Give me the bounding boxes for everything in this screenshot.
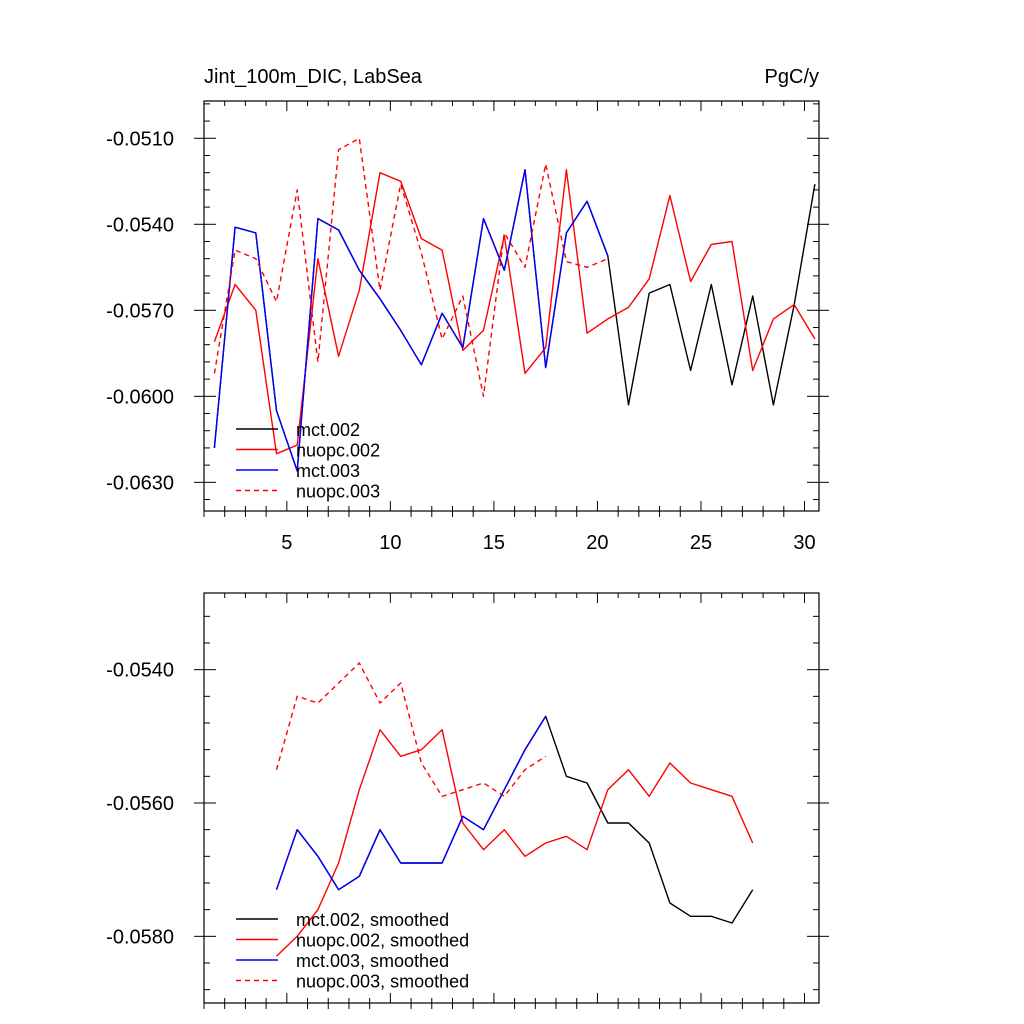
- panel-bottom: -0.0540-0.0560-0.0580 mct.002, smoothedn…: [106, 592, 829, 1009]
- chart-title: Jint_100m_DIC, LabSea: [204, 66, 423, 88]
- series-line-nuopc-002: [213, 169, 816, 455]
- legend-label: mct.003, smoothed: [296, 951, 449, 971]
- x-tick-label: 30: [793, 532, 815, 554]
- y-tick-label: -0.0570: [106, 300, 174, 322]
- tick-labels: 5 10 15 20 25 30 -0.0510 -0.0540 -0.0570 -0.0600 -…: [106, 128, 815, 554]
- tick-marks: [194, 101, 829, 517]
- y-tick-label: -0.0540: [106, 214, 174, 236]
- x-tick-label: 20: [586, 532, 608, 554]
- legend-label: mct.002: [296, 420, 360, 440]
- chart-units: PgC/y: [765, 66, 819, 88]
- legend-label: mct.002, smoothed: [296, 910, 449, 930]
- x-tick-label: 15: [483, 532, 505, 554]
- y-tick-label: -0.0540: [106, 660, 174, 682]
- tick-marks: [194, 593, 829, 1009]
- x-tick-label: 10: [379, 532, 401, 554]
- y-tick-label: -0.0580: [106, 926, 174, 948]
- legend-label: mct.003: [296, 461, 360, 481]
- plot-frame: [203, 100, 820, 512]
- x-tick-label: 25: [690, 532, 712, 554]
- y-tick-label: -0.0630: [106, 472, 174, 494]
- series-line-mct-003-smoothed: [275, 715, 547, 891]
- y-tick-label: -0.0510: [106, 128, 174, 150]
- legend-label: nuopc.003: [296, 482, 380, 502]
- panel-top: Jint_100m_DIC, LabSea PgC/y 5 10 15 20 25 30 -…: [106, 66, 829, 554]
- tick-labels: -0.0540 -0.0560 -0.0580: [106, 660, 174, 949]
- legend-label: nuopc.003, smoothed: [296, 972, 469, 992]
- legend-label: nuopc.002: [296, 441, 380, 461]
- legend-label: nuopc.002, smoothed: [296, 931, 469, 951]
- series-lines: [213, 137, 816, 472]
- series-line-mct-003: [213, 169, 609, 472]
- y-tick-label: -0.0600: [106, 386, 174, 408]
- plot-frame: [203, 592, 820, 1004]
- series-line-nuopc-002-smoothed: [276, 729, 754, 957]
- y-tick-label: -0.0560: [106, 793, 174, 815]
- series-line-mct-002-smoothed: [275, 715, 754, 924]
- x-tick-label: 5: [281, 532, 292, 554]
- series-line-nuopc-003-smoothed: [275, 662, 547, 797]
- series-line-nuopc-003: [213, 137, 609, 397]
- series-lines: [275, 662, 754, 957]
